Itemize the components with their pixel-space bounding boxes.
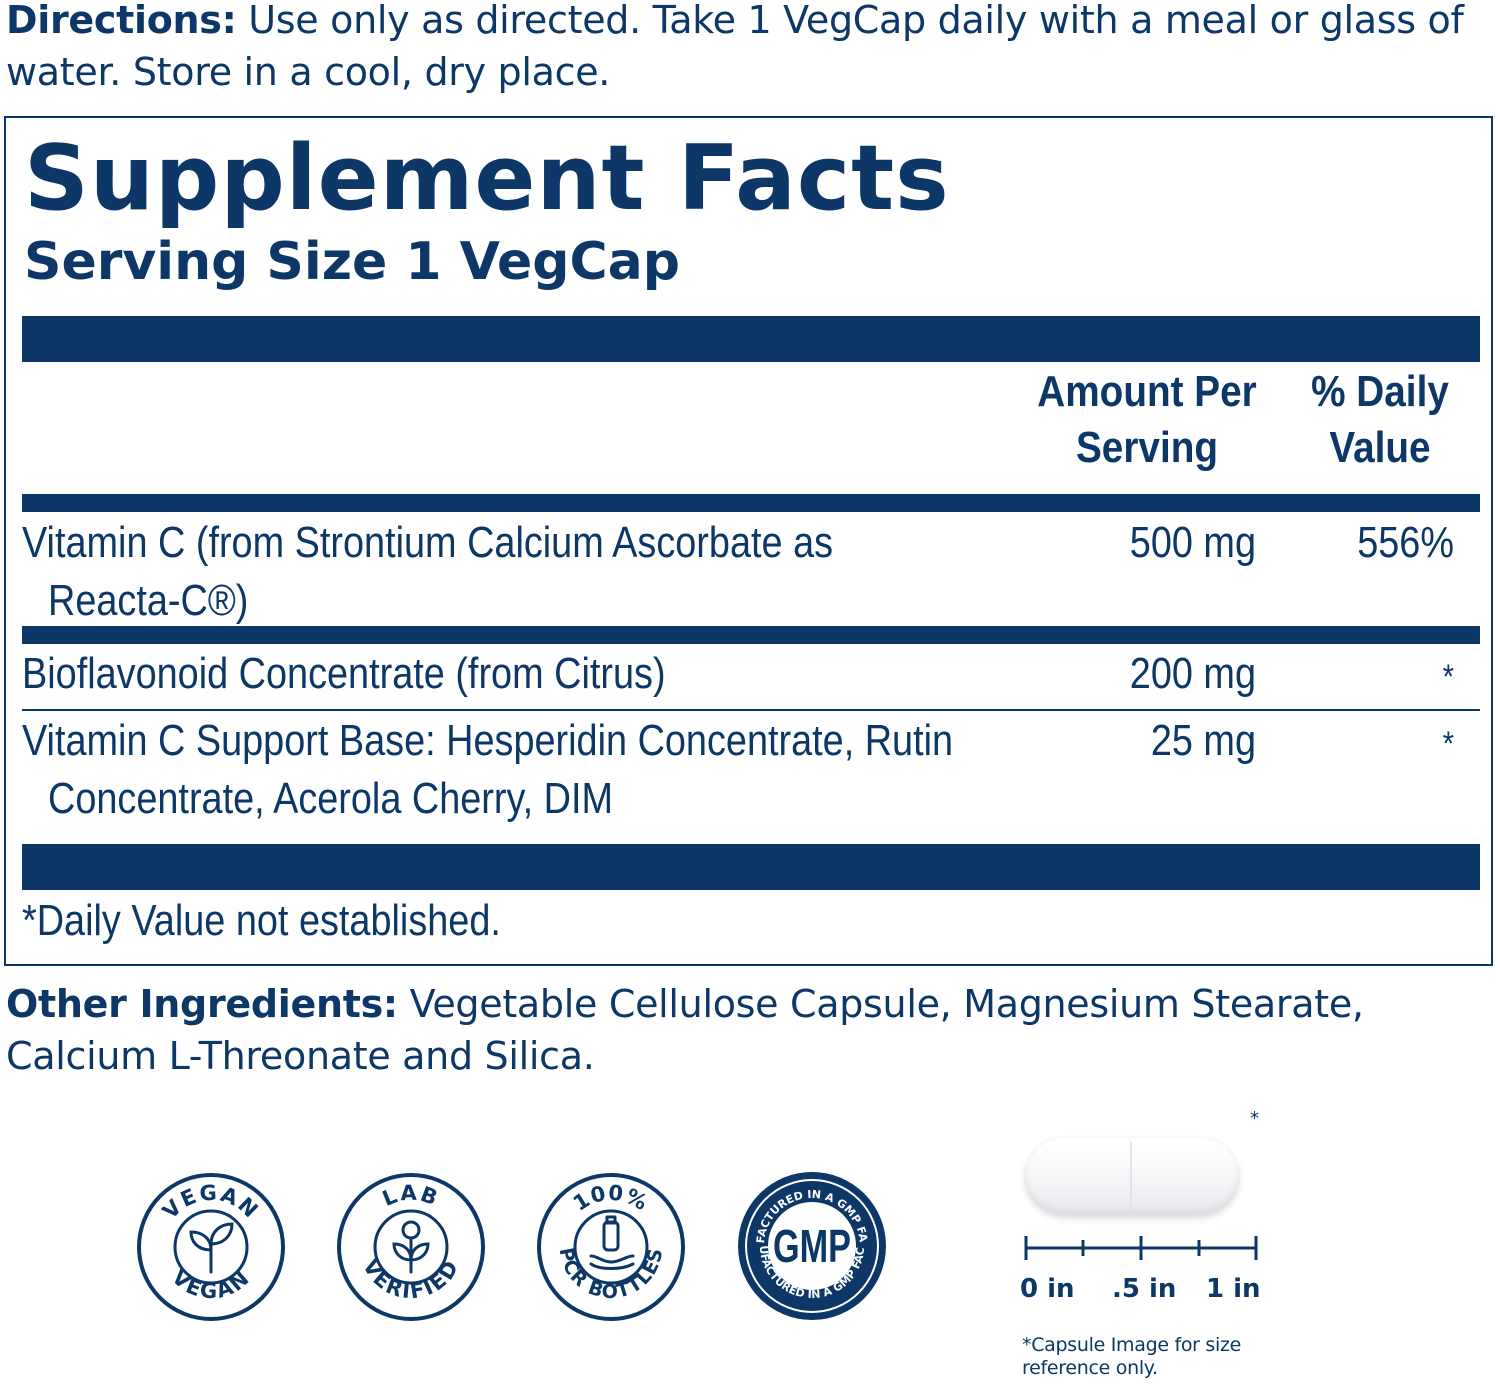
divider-bar-row1 [22, 626, 1480, 644]
row-bioflavonoid-dv: * [1442, 658, 1454, 696]
gmp-center-text: GMP [773, 1220, 851, 1272]
capsule-image [1026, 1138, 1238, 1214]
ruler-label-half: .5 in [1112, 1274, 1177, 1304]
capsule-seam [1130, 1142, 1132, 1210]
lab-top-text: LAB [379, 1181, 441, 1211]
directions-body: Use only as directed. Take 1 VegCap dail… [6, 0, 1464, 94]
row-support-base-name: Vitamin C Support Base: Hesperidin Conce… [22, 716, 954, 765]
directions-label: Directions: [6, 0, 237, 42]
directions-text: Directions: Use only as directed. Take 1… [6, 0, 1494, 98]
divider-bar-header [22, 494, 1480, 512]
capsule-size-reference: * 0 in .5 in 1 in *Capsule Image for siz… [1020, 1108, 1280, 1384]
divider-bar-bottom [22, 844, 1480, 890]
row-vitamin-c-name-cont: Reacta-C®) [48, 576, 249, 625]
row-vitamin-c-name: Vitamin C (from Strontium Calcium Ascorb… [22, 518, 834, 567]
vegan-badge: VEGAN VEGAN [136, 1172, 286, 1322]
other-ingredients-text: Other Ingredients: Vegetable Cellulose C… [6, 978, 1496, 1082]
flower-icon [392, 1220, 430, 1274]
daily-value-footnote: *Daily Value not established. [22, 896, 501, 945]
supplement-facts-panel: Supplement Facts Serving Size 1 VegCap A… [4, 116, 1493, 966]
pcr-bottles-badge: 100% PCR BOTTLES [536, 1172, 686, 1322]
row-vitamin-c-amount: 500 mg [1129, 518, 1256, 567]
svg-text:PCR BOTTLES: PCR BOTTLES [555, 1246, 668, 1303]
facts-title: Supplement Facts [24, 126, 950, 231]
bottle-in-hand-icon [589, 1215, 635, 1270]
serving-size: Serving Size 1 VegCap [24, 232, 680, 292]
row-support-base-dv: * [1442, 725, 1454, 763]
ruler-label-0: 0 in [1020, 1274, 1075, 1304]
other-ingredients-body: Vegetable Cellulose Capsule, Magnesium S… [6, 982, 1364, 1078]
row-bioflavonoid-amount: 200 mg [1129, 649, 1256, 698]
capsule-asterisk: * [1250, 1108, 1259, 1129]
row-vitamin-c-dv: 556% [1357, 518, 1454, 567]
gmp-badge: MANUFACTURED IN A GMP FACILITY MANUFACTU… [736, 1170, 888, 1322]
pcr-bottom-text: PCR BOTTLES [555, 1246, 667, 1303]
sprout-icon [189, 1222, 234, 1274]
divider-bar-top [22, 316, 1480, 362]
row-support-base-amount: 25 mg [1150, 716, 1256, 765]
size-ruler [1024, 1236, 1258, 1260]
lab-verified-badge: LAB VERIFIED [336, 1172, 486, 1322]
other-ingredients-label: Other Ingredients: [6, 982, 398, 1026]
divider-line-row2 [22, 709, 1480, 711]
capsule-note: *Capsule Image for size reference only. [1022, 1334, 1242, 1379]
row-support-base-name-cont: Concentrate, Acerola Cherry, DIM [48, 774, 614, 823]
row-bioflavonoid-name: Bioflavonoid Concentrate (from Citrus) [22, 649, 666, 698]
svg-text:LAB: LAB [379, 1181, 443, 1211]
header-daily-value: % Daily Value [1311, 367, 1449, 472]
header-amount-per-serving: Amount Per Serving [1037, 367, 1257, 472]
ruler-label-1: 1 in [1206, 1274, 1261, 1304]
